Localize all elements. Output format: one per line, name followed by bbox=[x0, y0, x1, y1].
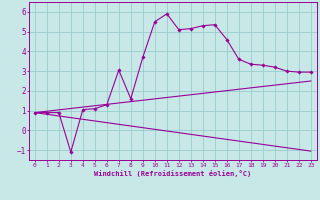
X-axis label: Windchill (Refroidissement éolien,°C): Windchill (Refroidissement éolien,°C) bbox=[94, 170, 252, 177]
